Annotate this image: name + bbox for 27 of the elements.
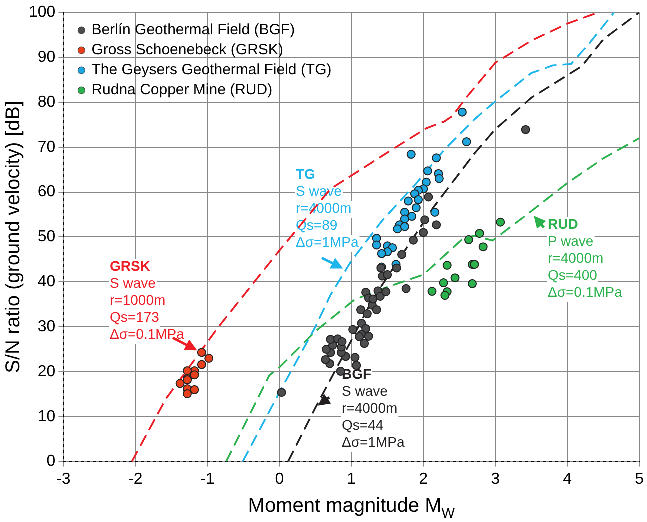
legend-label: Rudna Copper Mine (RUD) bbox=[92, 82, 273, 99]
x-tick-label: 2 bbox=[419, 470, 428, 488]
y-tick-label: 20 bbox=[38, 363, 56, 380]
annotation: GRSK S wave r=1000m Qs=173 Δσ=0.1MPa bbox=[110, 258, 185, 342]
x-tick-label: -3 bbox=[56, 470, 71, 488]
y-tick-label: 30 bbox=[38, 318, 56, 336]
y-tick-label: 50 bbox=[38, 228, 56, 246]
y-tick-label: 10 bbox=[38, 408, 56, 426]
x-tick-label: 1 bbox=[347, 470, 356, 488]
x-tick-label: 3 bbox=[491, 470, 500, 488]
y-tick-label: 80 bbox=[38, 94, 56, 111]
y-tick-label: 100 bbox=[28, 4, 56, 22]
legend-label: Gross Schoenebeck (GRSK) bbox=[92, 42, 284, 59]
x-tick-label: -2 bbox=[128, 470, 143, 488]
x-tick-label: 0 bbox=[275, 470, 284, 488]
x-tick-label: -1 bbox=[200, 470, 215, 488]
x-tick-label: 4 bbox=[563, 470, 572, 488]
y-tick-label: 0 bbox=[46, 453, 56, 470]
y-axis-title: S/N ratio (ground velocity) [dB] bbox=[2, 101, 25, 374]
legend-label: The Geysers Geothermal Field (TG) bbox=[92, 62, 332, 79]
annotation: RUD P wave r=4000m Qs=400 Δσ=0.1MPa bbox=[548, 216, 623, 300]
y-tick-label: 40 bbox=[38, 274, 56, 291]
y-tick-label: 90 bbox=[38, 48, 56, 66]
x-tick-label: 5 bbox=[635, 470, 644, 488]
legend-label: Berlín Geothermal Field (BGF) bbox=[92, 22, 296, 39]
y-tick-label: 70 bbox=[38, 138, 56, 156]
y-tick-label: 60 bbox=[38, 184, 56, 201]
